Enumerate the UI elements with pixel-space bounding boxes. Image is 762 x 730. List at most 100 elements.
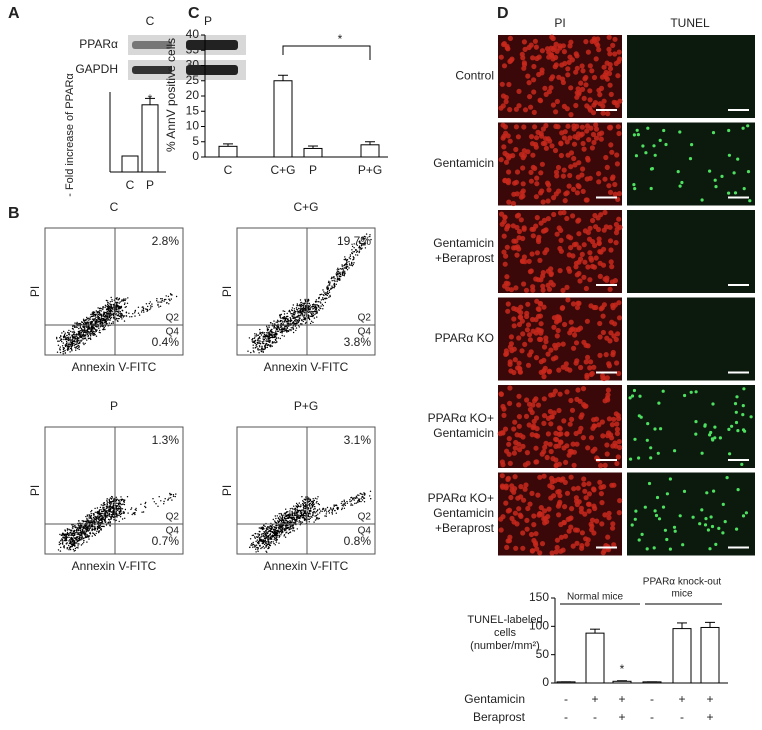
dot <box>112 505 113 506</box>
dot <box>272 346 273 347</box>
dot <box>81 534 82 535</box>
dot <box>106 517 107 518</box>
dot <box>83 327 84 328</box>
nucleus <box>586 137 591 142</box>
nucleus <box>608 83 613 88</box>
nucleus <box>526 363 531 368</box>
dot <box>120 516 121 517</box>
nucleus <box>584 128 589 133</box>
nucleus <box>568 422 573 427</box>
nucleus <box>507 436 512 441</box>
dot <box>340 276 341 277</box>
dot <box>61 341 62 342</box>
dot <box>332 277 333 278</box>
dot <box>68 337 69 338</box>
nucleus <box>517 424 522 429</box>
dot <box>87 325 88 326</box>
dot <box>151 306 152 307</box>
bar <box>142 105 158 172</box>
dot <box>124 302 125 303</box>
nucleus <box>611 305 616 310</box>
dot <box>313 509 314 510</box>
dot <box>310 316 311 317</box>
dot <box>309 319 310 320</box>
nucleus <box>565 124 570 129</box>
dot <box>89 525 90 526</box>
dot <box>281 530 282 531</box>
dot <box>262 343 263 344</box>
nucleus <box>511 201 516 206</box>
dot <box>304 303 305 304</box>
dot <box>104 314 105 315</box>
dot <box>250 352 251 353</box>
nucleus <box>537 258 542 263</box>
tunel-cell <box>711 525 714 528</box>
dot <box>290 317 291 318</box>
nucleus <box>550 74 555 79</box>
tunel-cell <box>674 530 677 533</box>
nucleus <box>511 316 516 321</box>
dot <box>264 541 265 542</box>
nucleus <box>585 123 590 128</box>
dot <box>276 329 277 330</box>
dot <box>99 525 100 526</box>
tunel-cell <box>644 506 647 509</box>
dot <box>60 550 61 551</box>
dot <box>291 528 292 529</box>
dot <box>103 526 104 527</box>
dot <box>78 338 79 339</box>
dot <box>294 518 295 519</box>
dot <box>370 498 371 499</box>
dot <box>292 530 293 531</box>
dot <box>67 537 68 538</box>
row-label: PPARα KO <box>435 331 494 345</box>
dot <box>364 501 365 502</box>
annotation: * <box>338 32 343 46</box>
dot <box>116 510 117 511</box>
nucleus <box>539 370 544 375</box>
dot <box>265 546 266 547</box>
nucleus <box>513 147 518 152</box>
dot <box>56 337 57 338</box>
dot <box>95 317 96 318</box>
dot <box>286 511 287 512</box>
dot <box>313 315 314 316</box>
dot <box>73 530 74 531</box>
dot <box>102 329 103 330</box>
tunel-cell <box>736 429 739 432</box>
dot <box>314 307 315 308</box>
dot <box>263 352 264 353</box>
nucleus <box>520 546 525 551</box>
dot <box>90 518 91 519</box>
dot <box>93 529 94 530</box>
dot <box>309 303 310 304</box>
dot <box>313 304 314 305</box>
dot <box>92 332 93 333</box>
row-label: Gentamicin <box>433 236 494 250</box>
nucleus <box>565 139 570 144</box>
dot <box>278 521 279 522</box>
nucleus <box>503 124 508 129</box>
dot <box>70 533 71 534</box>
dot <box>314 515 315 516</box>
nucleus <box>596 179 601 184</box>
nucleus <box>506 82 511 87</box>
dot <box>270 330 271 331</box>
dot <box>110 516 111 517</box>
dot <box>90 516 91 517</box>
dot <box>267 345 268 346</box>
dot <box>257 533 258 534</box>
nucleus <box>512 181 517 186</box>
nucleus <box>582 489 587 494</box>
tunel-cell <box>656 496 659 499</box>
dot <box>83 526 84 527</box>
dot <box>88 520 89 521</box>
dot <box>171 499 172 500</box>
treatment-sign: + <box>618 692 625 706</box>
dot <box>83 531 84 532</box>
dot <box>281 314 282 315</box>
dot <box>64 335 65 336</box>
dot <box>90 522 91 523</box>
dot <box>278 543 279 544</box>
dot <box>261 547 262 548</box>
